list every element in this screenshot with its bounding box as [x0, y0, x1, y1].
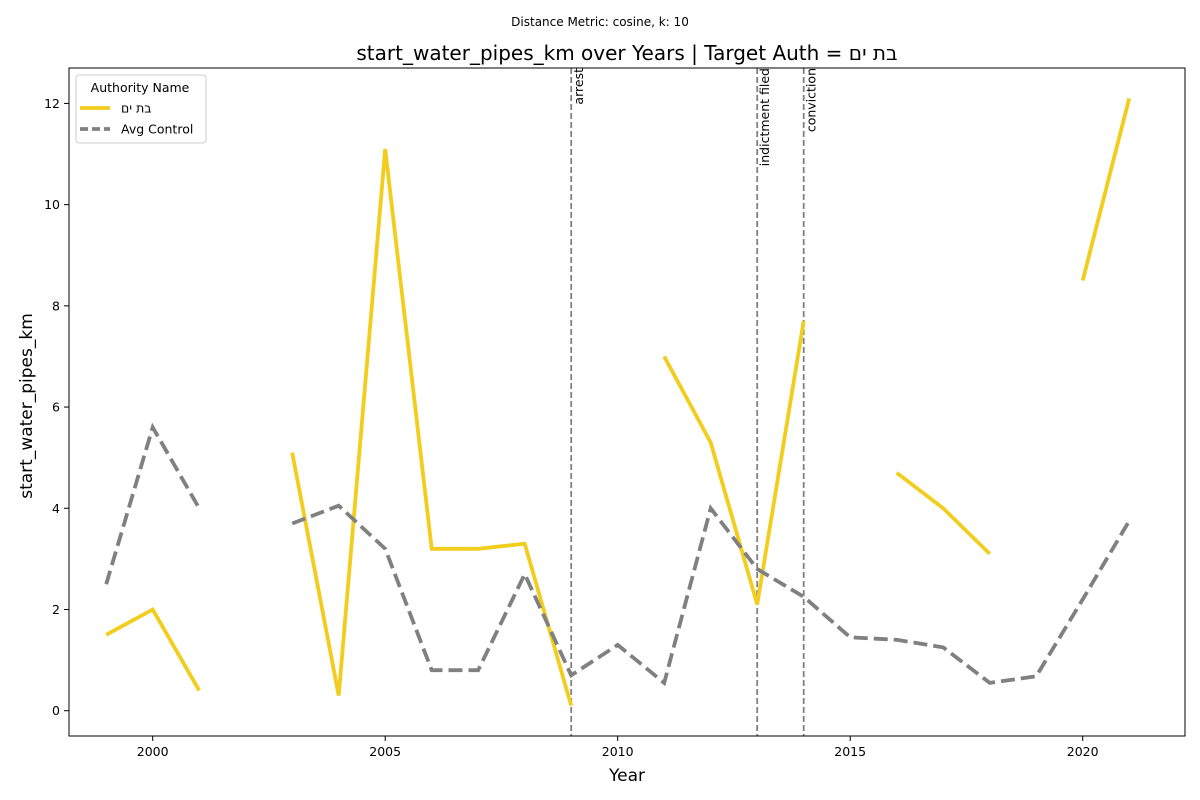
plot-area: arrest indictment filed conviction 2000 2005… — [44, 67, 1186, 759]
y-tick-label: 4 — [52, 501, 60, 516]
y-axis-label: start_water_pipes_km — [17, 313, 37, 499]
x-tick-label: 2010 — [602, 744, 634, 759]
legend: Authority Name בת ים Avg Control — [75, 74, 207, 144]
y-tick-label: 12 — [44, 96, 60, 111]
control-series-line — [291, 503, 1131, 687]
x-axis-label: Year — [608, 766, 645, 786]
x-tick-label: 2000 — [137, 744, 169, 759]
chart-suptitle: Distance Metric: cosine, k: 10 — [511, 15, 689, 29]
legend-entry-label: בת ים — [121, 101, 152, 116]
x-tick-label: 2020 — [1067, 744, 1099, 759]
y-tick-label: 6 — [52, 400, 60, 415]
legend-box — [75, 74, 207, 144]
target-series-line — [1080, 97, 1132, 281]
target-series-line — [290, 148, 574, 707]
y-tick-label: 2 — [52, 602, 60, 617]
target-series-line — [895, 471, 992, 556]
target-series-line — [105, 606, 201, 692]
legend-title: Authority Name — [91, 80, 190, 95]
target-series-line — [662, 320, 806, 605]
y-tick-label: 10 — [44, 197, 60, 212]
event-marker-label: indictment filed — [757, 68, 772, 166]
plot-frame — [68, 67, 1186, 737]
legend-entry-label: Avg Control — [121, 122, 193, 137]
event-marker-label: arrest — [571, 68, 586, 105]
y-tick-label: 0 — [52, 703, 60, 718]
event-marker-label: conviction — [804, 68, 819, 132]
x-tick-label: 2015 — [834, 744, 866, 759]
x-tick-label: 2005 — [369, 744, 401, 759]
y-tick-label: 8 — [52, 298, 60, 313]
control-series-line — [104, 422, 201, 585]
chart-title: start_water_pipes_km over Years | Target… — [356, 41, 897, 65]
